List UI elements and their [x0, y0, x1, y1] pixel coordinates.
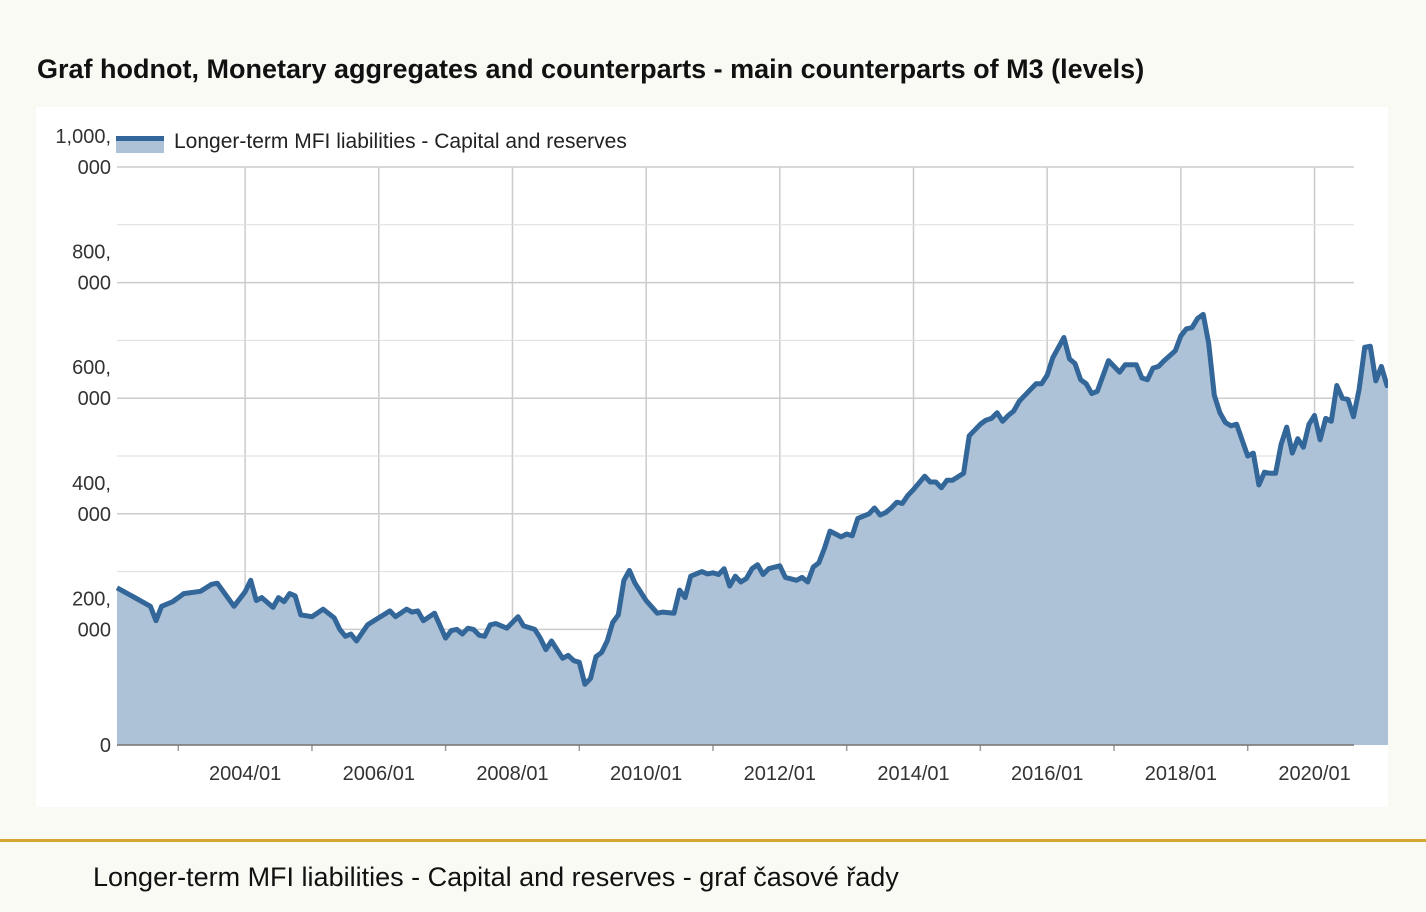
x-tick-label: 2020/01 — [1278, 763, 1350, 785]
page-title: Graf hodnot, Monetary aggregates and cou… — [37, 54, 1145, 84]
area-layer — [115, 239, 1388, 745]
x-tick-label: 2006/01 — [343, 763, 415, 785]
y-tick-label: 400, 000 — [72, 473, 111, 526]
legend[interactable]: Longer-term MFI liabilities - Capital an… — [116, 130, 627, 153]
y-tick-label: 1,000, 000 — [55, 126, 111, 179]
divider — [0, 839, 1426, 842]
x-tick-label: 2004/01 — [209, 763, 281, 785]
x-tick-label: 2010/01 — [610, 763, 682, 785]
x-tick-label: 2014/01 — [877, 763, 949, 785]
y-tick-labels: 0 200, 000 400, 000 600, 000 800, 000 1,000, 000 — [55, 126, 111, 757]
legend-swatch-fill — [116, 139, 164, 153]
chart-panel: 0 200, 000 400, 000 600, 000 800, 000 1,000, 000 2… — [36, 107, 1388, 807]
x-tick-label: 2016/01 — [1011, 763, 1083, 785]
x-tick-labels: 2004/01 2006/01 2008/01 2010/01 2012/01 2014/… — [209, 763, 1351, 785]
y-tick-label: 0 — [100, 735, 111, 757]
y-tick-label: 200, 000 — [72, 588, 111, 641]
series-area — [117, 314, 1388, 745]
y-tick-label: 800, 000 — [72, 242, 111, 295]
legend-swatch-line — [116, 136, 164, 141]
legend-label: Longer-term MFI liabilities - Capital an… — [174, 130, 627, 153]
series-line[interactable] — [115, 239, 1388, 687]
y-tick-label: 600, 000 — [72, 357, 111, 410]
chart-svg: 0 200, 000 400, 000 600, 000 800, 000 1,000, 000 2… — [55, 126, 1388, 785]
chart-caption: Longer-term MFI liabilities - Capital an… — [93, 862, 899, 892]
axes — [117, 744, 1354, 751]
x-tick-label: 2012/01 — [744, 763, 816, 785]
x-tick-label: 2018/01 — [1145, 763, 1217, 785]
x-tick-label: 2008/01 — [476, 763, 548, 785]
